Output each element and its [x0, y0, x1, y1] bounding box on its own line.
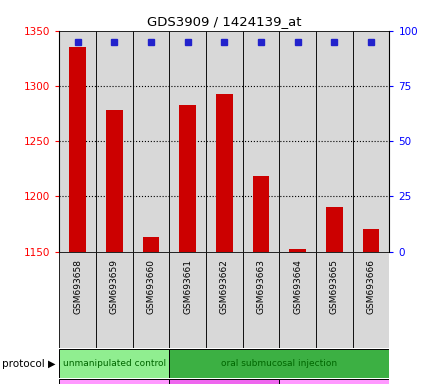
Text: GSM693661: GSM693661	[183, 259, 192, 314]
Bar	[133, 31, 169, 252]
Bar	[316, 31, 353, 252]
Bar	[169, 31, 206, 252]
Bar	[106, 110, 123, 252]
Bar	[59, 252, 96, 348]
Bar	[216, 94, 233, 252]
Bar	[59, 349, 169, 378]
Text: GSM693659: GSM693659	[110, 259, 119, 314]
Bar	[59, 31, 96, 252]
Bar	[279, 31, 316, 252]
Bar	[290, 249, 306, 252]
Bar	[143, 237, 159, 252]
Bar	[59, 379, 169, 384]
Text: GSM693662: GSM693662	[220, 259, 229, 314]
Text: protocol: protocol	[2, 359, 45, 369]
Text: GSM693664: GSM693664	[293, 259, 302, 314]
Bar	[96, 31, 133, 252]
Bar	[169, 349, 389, 378]
Text: GSM693665: GSM693665	[330, 259, 339, 314]
Bar	[169, 379, 279, 384]
Text: GSM693658: GSM693658	[73, 259, 82, 314]
Bar	[253, 177, 269, 252]
Bar	[169, 252, 206, 348]
Bar	[279, 379, 389, 384]
Bar	[353, 31, 389, 252]
Bar	[206, 252, 243, 348]
Text: ▶: ▶	[48, 359, 55, 369]
Bar	[70, 47, 86, 252]
Bar	[206, 31, 243, 252]
Bar	[180, 105, 196, 252]
Bar	[279, 252, 316, 348]
Bar	[353, 252, 389, 348]
Bar	[316, 252, 353, 348]
Bar	[363, 230, 379, 252]
Bar	[243, 31, 279, 252]
Title: GDS3909 / 1424139_at: GDS3909 / 1424139_at	[147, 15, 302, 28]
Text: oral submucosal injection: oral submucosal injection	[221, 359, 337, 368]
Text: GSM693663: GSM693663	[257, 259, 266, 314]
Bar	[96, 252, 133, 348]
Text: unmanipulated control: unmanipulated control	[63, 359, 166, 368]
Bar	[326, 207, 343, 252]
Text: GSM693666: GSM693666	[367, 259, 376, 314]
Text: GSM693660: GSM693660	[147, 259, 156, 314]
Bar	[243, 252, 279, 348]
Bar	[133, 252, 169, 348]
